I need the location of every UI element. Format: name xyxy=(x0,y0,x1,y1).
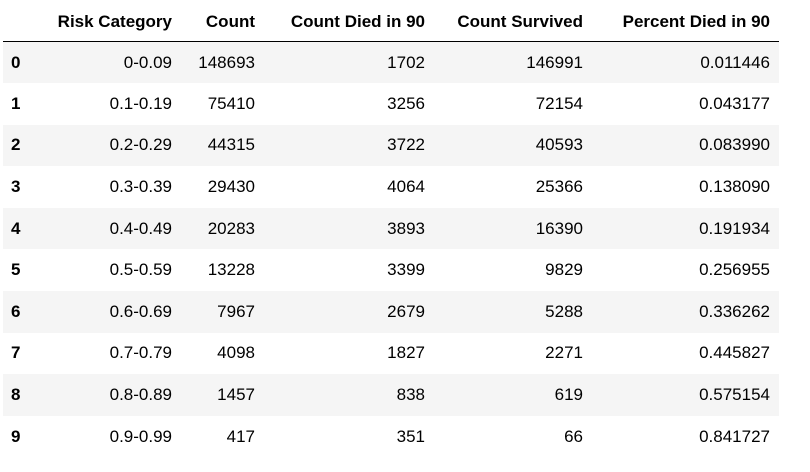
row-index: 6 xyxy=(11,301,21,321)
cell-count-died-in-90: 2679 xyxy=(387,301,425,321)
cell-count: 29430 xyxy=(207,177,255,197)
cell-percent-died-in-90: 0.841727 xyxy=(699,426,770,446)
column-header-count-died-in-90: Count Died in 90 xyxy=(264,3,434,42)
table-header: Risk Category Count Count Died in 90 Cou… xyxy=(3,3,779,42)
table-row: 6 0.6-0.69 7967 2679 5288 0.336262 xyxy=(3,291,779,333)
cell-percent-died-in-90: 0.043177 xyxy=(699,93,770,113)
cell-percent-died-in-90: 0.575154 xyxy=(699,385,770,405)
row-index: 9 xyxy=(11,426,21,446)
cell-count: 20283 xyxy=(207,218,255,238)
cell-count: 4098 xyxy=(217,343,255,363)
cell-count: 417 xyxy=(226,426,255,446)
cell-risk-category: 0.6-0.69 xyxy=(109,301,172,321)
cell-count-survived: 9829 xyxy=(545,260,583,280)
cell-count: 75410 xyxy=(207,93,255,113)
cell-percent-died-in-90: 0.011446 xyxy=(700,52,770,72)
cell-risk-category: 0.4-0.49 xyxy=(109,218,172,238)
row-index: 3 xyxy=(11,177,21,197)
dataframe-output: Risk Category Count Count Died in 90 Cou… xyxy=(3,3,779,458)
table-row: 7 0.7-0.79 4098 1827 2271 0.445827 xyxy=(3,332,779,375)
cell-percent-died-in-90: 0.445827 xyxy=(699,343,770,363)
cell-count: 13228 xyxy=(207,260,255,280)
cell-count-died-in-90: 351 xyxy=(396,426,425,446)
table-row: 3 0.3-0.39 29430 4064 25366 0.138090 xyxy=(3,166,779,208)
cell-count: 44315 xyxy=(207,135,255,155)
cell-count-survived: 40593 xyxy=(535,135,583,155)
row-index: 7 xyxy=(11,343,21,363)
cell-count-survived: 146991 xyxy=(526,52,583,72)
cell-percent-died-in-90: 0.336262 xyxy=(699,301,770,321)
cell-percent-died-in-90: 0.191934 xyxy=(699,218,770,238)
cell-risk-category: 0.2-0.29 xyxy=(109,135,172,155)
cell-count: 7967 xyxy=(217,301,255,321)
cell-risk-category: 0.8-0.89 xyxy=(109,385,172,405)
table-row: 5 0.5-0.59 13228 3399 9829 0.256955 xyxy=(3,249,779,292)
table-row: 8 0.8-0.89 1457 838 619 0.575154 xyxy=(3,374,779,416)
row-index: 1 xyxy=(11,93,21,113)
cell-risk-category: 0.1-0.19 xyxy=(109,93,172,113)
cell-count-died-in-90: 838 xyxy=(396,385,425,405)
index-header xyxy=(3,3,33,42)
cell-percent-died-in-90: 0.138090 xyxy=(699,177,770,197)
cell-count-died-in-90: 3722 xyxy=(387,135,425,155)
dataframe-table: Risk Category Count Count Died in 90 Cou… xyxy=(3,3,779,458)
cell-count-survived: 66 xyxy=(564,426,583,446)
cell-percent-died-in-90: 0.083990 xyxy=(699,135,770,155)
cell-count-died-in-90: 3399 xyxy=(387,260,425,280)
row-index: 0 xyxy=(11,52,21,72)
table-row: 0 0-0.09 148693 1702 146991 0.011446 xyxy=(3,41,779,84)
cell-risk-category: 0.5-0.59 xyxy=(109,260,172,280)
table-row: 1 0.1-0.19 75410 3256 72154 0.043177 xyxy=(3,83,779,125)
cell-risk-category: 0.9-0.99 xyxy=(109,426,172,446)
row-index: 4 xyxy=(11,218,21,238)
row-index: 8 xyxy=(11,385,21,405)
cell-count-survived: 619 xyxy=(554,385,583,405)
row-index: 2 xyxy=(11,135,21,155)
cell-count-survived: 5288 xyxy=(545,301,583,321)
cell-count-survived: 25366 xyxy=(535,177,583,197)
cell-count-survived: 2271 xyxy=(545,343,583,363)
column-header-risk-category: Risk Category xyxy=(33,3,181,42)
cell-risk-category: 0-0.09 xyxy=(123,52,172,72)
cell-risk-category: 0.7-0.79 xyxy=(109,343,172,363)
cell-count: 1457 xyxy=(217,385,255,405)
cell-count-died-in-90: 1827 xyxy=(387,343,425,363)
table-row: 9 0.9-0.99 417 351 66 0.841727 xyxy=(3,415,779,458)
column-header-percent-died-in-90: Percent Died in 90 xyxy=(592,3,779,42)
column-header-count: Count xyxy=(181,3,264,42)
row-index: 5 xyxy=(11,260,21,280)
cell-count-died-in-90: 4064 xyxy=(387,177,425,197)
cell-count: 148693 xyxy=(198,52,255,72)
table-row: 2 0.2-0.29 44315 3722 40593 0.083990 xyxy=(3,124,779,167)
column-header-count-survived: Count Survived xyxy=(434,3,592,42)
cell-count-survived: 16390 xyxy=(535,218,583,238)
header-row: Risk Category Count Count Died in 90 Cou… xyxy=(3,3,779,42)
table-body: 0 0-0.09 148693 1702 146991 0.011446 1 0.1-0.19… xyxy=(3,41,779,458)
cell-count-survived: 72154 xyxy=(535,93,583,113)
cell-count-died-in-90: 3256 xyxy=(387,93,425,113)
cell-risk-category: 0.3-0.39 xyxy=(109,177,172,197)
cell-count-died-in-90: 3893 xyxy=(387,218,425,238)
cell-count-died-in-90: 1702 xyxy=(387,52,425,72)
table-row: 4 0.4-0.49 20283 3893 16390 0.191934 xyxy=(3,207,779,250)
cell-percent-died-in-90: 0.256955 xyxy=(699,260,770,280)
